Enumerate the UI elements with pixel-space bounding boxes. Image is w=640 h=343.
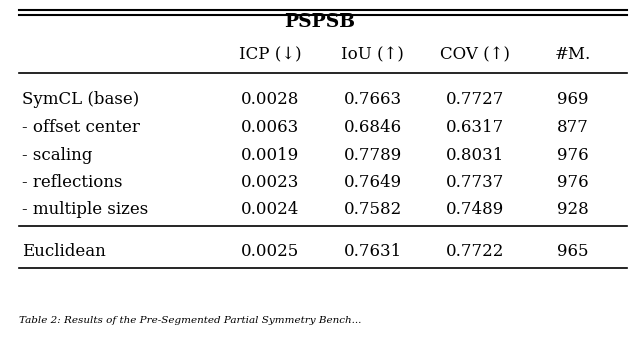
- Text: 976: 976: [557, 146, 589, 164]
- Text: 976: 976: [557, 174, 589, 191]
- Text: 0.7649: 0.7649: [344, 174, 402, 191]
- Text: - offset center: - offset center: [22, 119, 140, 136]
- Text: 0.6317: 0.6317: [446, 119, 504, 136]
- Text: Euclidean: Euclidean: [22, 243, 106, 260]
- Text: 0.7737: 0.7737: [446, 174, 504, 191]
- Text: 0.0025: 0.0025: [241, 243, 300, 260]
- Text: PSPSB: PSPSB: [285, 13, 355, 31]
- Text: COV (↑): COV (↑): [440, 46, 510, 63]
- Text: 0.8031: 0.8031: [446, 146, 504, 164]
- Text: 0.0063: 0.0063: [241, 119, 300, 136]
- Text: 0.0019: 0.0019: [241, 146, 300, 164]
- Text: 877: 877: [557, 119, 589, 136]
- Text: Table 2: Results of the Pre-Segmented Partial Symmetry Bench...: Table 2: Results of the Pre-Segmented Pa…: [19, 316, 362, 325]
- Text: 0.7789: 0.7789: [344, 146, 402, 164]
- Text: 0.0024: 0.0024: [241, 201, 300, 218]
- Text: 0.7582: 0.7582: [344, 201, 402, 218]
- Text: 0.7722: 0.7722: [446, 243, 504, 260]
- Text: 0.0028: 0.0028: [241, 91, 300, 108]
- Text: 969: 969: [557, 91, 589, 108]
- Text: 928: 928: [557, 201, 589, 218]
- Text: - multiple sizes: - multiple sizes: [22, 201, 148, 218]
- Text: 0.7489: 0.7489: [446, 201, 504, 218]
- Text: - scaling: - scaling: [22, 146, 93, 164]
- Text: 965: 965: [557, 243, 589, 260]
- Text: 0.0023: 0.0023: [241, 174, 300, 191]
- Text: IoU (↑): IoU (↑): [341, 46, 404, 63]
- Text: - reflections: - reflections: [22, 174, 123, 191]
- Text: ICP (↓): ICP (↓): [239, 46, 301, 63]
- Text: #M.: #M.: [555, 46, 591, 63]
- Text: 0.7663: 0.7663: [344, 91, 402, 108]
- Text: 0.7631: 0.7631: [344, 243, 402, 260]
- Text: 0.6846: 0.6846: [344, 119, 402, 136]
- Text: SymCL (base): SymCL (base): [22, 91, 140, 108]
- Text: 0.7727: 0.7727: [446, 91, 504, 108]
